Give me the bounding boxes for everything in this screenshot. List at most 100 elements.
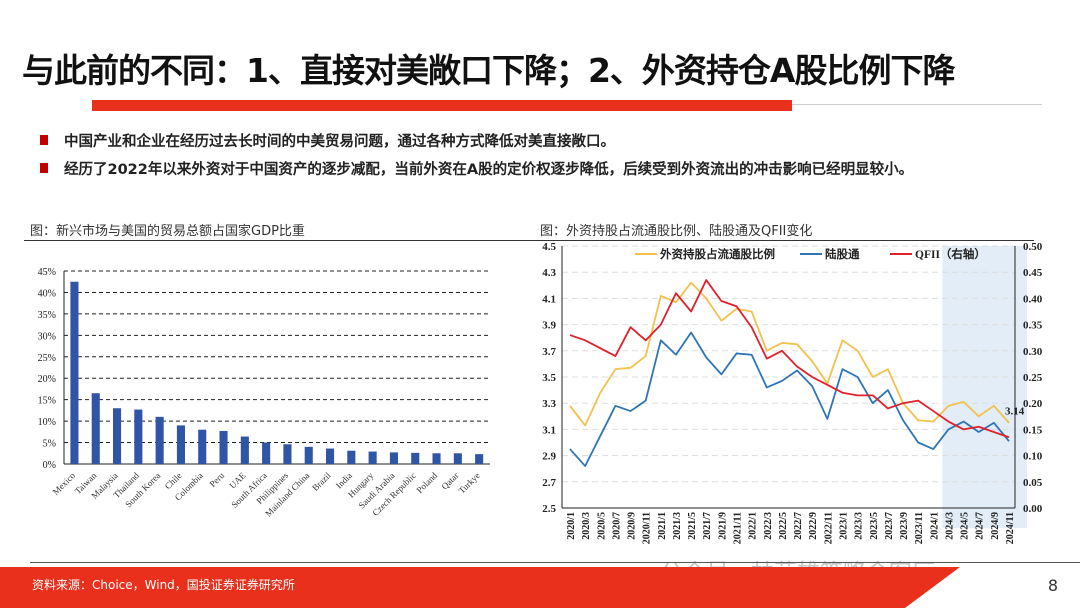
bar: [134, 409, 143, 464]
bullet-item: 中国产业和企业在经历过去长时间的中美贸易问题，通过各种方式降低对美直接敞口。: [40, 126, 913, 154]
shaded-region: [942, 246, 1027, 528]
x-tick-label: 2024/7: [975, 512, 986, 540]
chart-caption-right: 图：外资持股占流通股比例、陆股通及QFII变化: [540, 224, 813, 239]
series-line: [569, 331, 1010, 467]
y-tick-label: 10%: [38, 417, 56, 428]
x-tick-label: 2021/1: [657, 512, 668, 540]
x-tick-label: Brazil: [310, 470, 333, 493]
bullet-list: 中国产业和企业在经历过去长时间的中美贸易问题，通过各种方式降低对美直接敞口。 经…: [40, 126, 913, 182]
bar: [283, 444, 292, 464]
bar: [91, 393, 100, 464]
y-right-tick-label: 0.50: [1023, 241, 1043, 253]
x-tick-label: 2022/5: [778, 512, 789, 540]
bar: [432, 453, 441, 464]
series-line: [569, 281, 1010, 427]
x-tick-label: Poland: [414, 470, 439, 495]
line-chart: 2.5 0.00 2.7 0.05 2.9 0.10 3.1 0.15 3.3 0.20 3.5 0.…: [542, 241, 1043, 544]
y-tick-label: 30%: [38, 331, 56, 342]
caption-divider: [24, 240, 1034, 241]
bar: [176, 425, 185, 464]
x-tick-label: Peru: [207, 470, 226, 489]
bar: [347, 450, 356, 464]
y-left-tick-label: 4.3: [542, 267, 556, 279]
bar: [389, 452, 398, 464]
title-accent-bar: [92, 100, 792, 111]
x-tick-label: 2024/5: [960, 512, 971, 540]
x-tick-label: 2023/1: [838, 512, 849, 540]
x-tick-label: 2023/7: [884, 512, 895, 540]
y-right-tick-label: 0.30: [1023, 346, 1043, 358]
page-number: 8: [1047, 576, 1058, 595]
page-title: 与此前的不同：1、直接对美敞口下降；2、外资持仓A股比例下降: [22, 51, 955, 90]
y-tick-label: 20%: [38, 374, 56, 385]
x-tick-label: 2020/9: [627, 512, 638, 540]
x-tick-label: 2020/11: [642, 512, 653, 544]
bullet-text: 中国产业和企业在经历过去长时间的中美贸易问题，通过各种方式降低对美直接敞口。: [64, 133, 615, 150]
y-tick-label: 15%: [38, 396, 56, 407]
x-tick-label: 2021/11: [733, 512, 744, 544]
x-tick-label: 2022/11: [823, 512, 834, 544]
legend-label: QFII（右轴）: [915, 247, 986, 261]
y-left-tick-label: 3.7: [542, 346, 556, 358]
bar-chart: 0%5%10%15%20%25%30%35%40%45%MexicoTaiwan…: [38, 267, 490, 519]
bullet-square-icon: [40, 135, 48, 145]
bullet-text: 经历了2022年以来外资对于中国资产的逐步减配，当前外资在A股的定价权逐步降低，…: [64, 161, 914, 178]
y-tick-label: 35%: [38, 310, 56, 321]
y-left-tick-label: 2.7: [542, 477, 556, 489]
footer-divider: [30, 562, 1080, 563]
y-right-tick-label: 0.20: [1023, 398, 1043, 410]
bar: [240, 436, 249, 464]
y-right-tick-label: 0.45: [1023, 267, 1043, 279]
source-note: 资料来源：Choice，Wind，国投证券证券研究所: [32, 578, 295, 592]
x-tick-label: 2023/3: [854, 512, 865, 540]
bar: [112, 408, 122, 464]
chart-caption-left: 图：新兴市场与美国的贸易总额占国家GDP比重: [30, 224, 305, 239]
bullet-square-icon: [40, 163, 48, 173]
x-tick-label: 2020/3: [581, 512, 592, 540]
y-right-tick-label: 0.40: [1023, 293, 1043, 305]
x-tick-label: 2024/3: [944, 512, 955, 540]
x-tick-label: 2024/9: [990, 512, 1001, 540]
y-right-tick-label: 0.15: [1023, 424, 1043, 436]
bar: [262, 442, 271, 464]
y-left-tick-label: 4.1: [542, 293, 556, 305]
x-tick-label: 2021/9: [717, 512, 728, 540]
y-left-tick-label: 3.5: [542, 372, 556, 384]
x-tick-label: 2020/1: [566, 512, 577, 540]
footer-band: [0, 567, 960, 608]
bar: [411, 452, 420, 464]
bar: [475, 454, 484, 464]
bar: [219, 430, 228, 464]
x-tick-label: 2022/3: [763, 512, 774, 540]
data-annotation: 3.14: [1005, 405, 1025, 417]
x-tick-label: 2024/11: [1005, 512, 1016, 544]
y-tick-label: 40%: [38, 288, 56, 299]
y-left-tick-label: 2.5: [542, 503, 556, 515]
y-right-tick-label: 0.35: [1023, 320, 1043, 332]
x-tick-label: Mexico: [51, 470, 78, 497]
bar: [198, 429, 207, 464]
bar: [70, 281, 79, 464]
y-left-tick-label: 3.3: [542, 398, 556, 410]
x-tick-label: 2021/5: [687, 512, 698, 540]
x-tick-label: 2020/5: [596, 512, 607, 540]
bar: [368, 451, 377, 464]
y-left-tick-label: 3.9: [542, 320, 556, 332]
bullet-item: 经历了2022年以来外资对于中国资产的逐步减配，当前外资在A股的定价权逐步降低，…: [40, 154, 913, 182]
x-tick-label: 2022/7: [793, 512, 804, 540]
y-right-tick-label: 0.00: [1023, 503, 1043, 515]
bar: [304, 446, 313, 464]
legend-label: 陆股通: [825, 247, 860, 261]
y-left-tick-label: 3.1: [542, 424, 556, 436]
y-right-tick-label: 0.10: [1023, 451, 1043, 463]
y-right-tick-label: 0.25: [1023, 372, 1043, 384]
x-tick-label: 2024/1: [929, 512, 940, 540]
x-tick-label: 2023/9: [899, 512, 910, 540]
y-left-tick-label: 2.9: [542, 451, 556, 463]
x-tick-label: 2022/1: [748, 512, 759, 540]
y-left-tick-label: 4.5: [542, 241, 556, 253]
x-tick-label: Turkye: [457, 470, 482, 495]
x-tick-label: 2021/3: [672, 512, 683, 540]
bar: [453, 453, 462, 464]
